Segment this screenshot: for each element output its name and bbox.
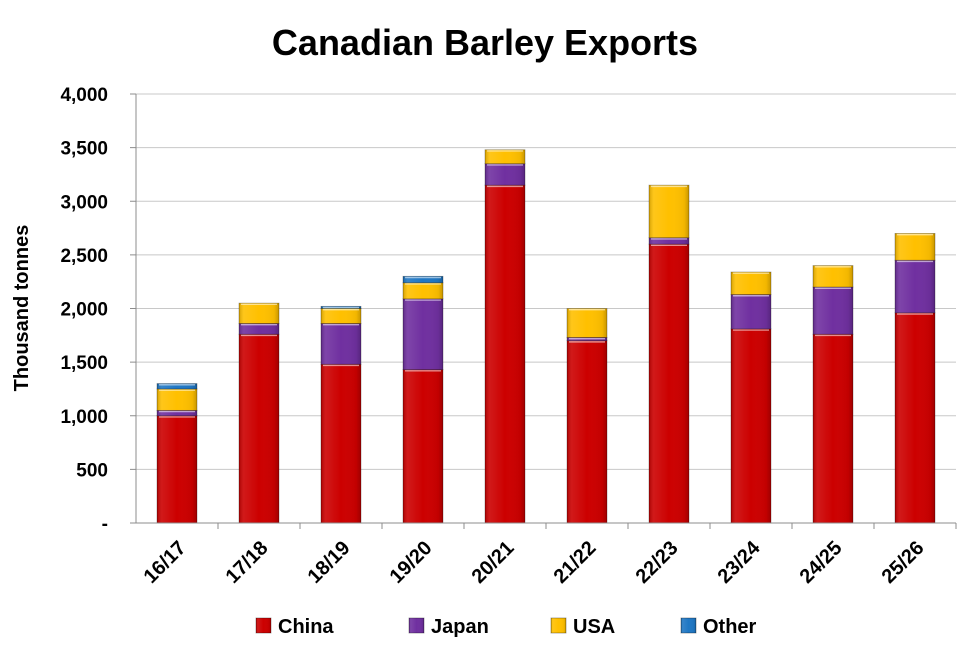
legend-item-china: China xyxy=(255,616,334,638)
bar-bevel xyxy=(321,323,361,365)
y-tick-label: 1,500 xyxy=(60,353,108,374)
bar-bevel xyxy=(157,415,197,523)
bar-bevel xyxy=(813,334,853,523)
x-tick-label: 18/19 xyxy=(304,537,355,588)
legend-item-japan: Japan xyxy=(408,616,489,638)
bar-bevel xyxy=(731,294,771,329)
legend-label-japan: Japan xyxy=(431,616,489,638)
bar-bevel xyxy=(895,260,935,313)
legend-label-usa: USA xyxy=(573,616,615,638)
legend-item-usa: USA xyxy=(550,616,615,638)
bar-stack-22-23 xyxy=(648,184,690,524)
y-axis-ticks: - 500 1,000 1,500 2,000 2,500 3,000 3,500 4,000 xyxy=(60,85,136,535)
y-tick-label: 3,500 xyxy=(60,139,108,160)
bar-stack-19-20 xyxy=(402,275,444,524)
bar-bevel xyxy=(567,340,607,523)
legend-swatch-bevel xyxy=(551,618,566,633)
bar-stack-16-17 xyxy=(156,383,198,524)
legend-swatch-bevel xyxy=(256,618,271,633)
bar-bevel xyxy=(157,383,197,389)
bar-bevel xyxy=(321,308,361,324)
x-tick-label: 22/23 xyxy=(632,537,683,588)
bar-stack-24-25 xyxy=(812,265,854,524)
legend-swatch-bevel xyxy=(409,618,424,633)
bar-bevel xyxy=(239,303,279,324)
bar-bevel xyxy=(731,328,771,523)
legend-swatch-bevel xyxy=(681,618,696,633)
x-tick-label: 20/21 xyxy=(468,537,519,588)
bar-bevel xyxy=(485,185,525,523)
bar-stack-18-19 xyxy=(320,305,362,524)
legend-item-other: Other xyxy=(680,616,757,638)
bar-bevel xyxy=(157,388,197,411)
y-tick-label: 3,000 xyxy=(60,192,108,213)
bar-bevel xyxy=(403,369,443,523)
bar-bevel xyxy=(157,410,197,416)
bar-bevel xyxy=(649,237,689,245)
axes xyxy=(130,94,956,524)
y-axis-title: Thousand tonnes xyxy=(11,225,33,392)
x-tick-label: 25/26 xyxy=(878,537,929,588)
legend-label-other: Other xyxy=(703,616,757,638)
bar-bevel xyxy=(485,163,525,186)
x-tick-label: 17/18 xyxy=(222,537,273,588)
bar-stack-21-22 xyxy=(566,308,608,524)
y-tick-label: 2,000 xyxy=(60,300,108,321)
bar-stacks xyxy=(156,149,936,524)
bar-bevel xyxy=(895,312,935,523)
x-tick-label: 23/24 xyxy=(714,536,766,588)
y-tick-label: 1,000 xyxy=(60,407,108,428)
y-tick-label: 2,500 xyxy=(60,246,108,267)
bar-bevel xyxy=(239,334,279,523)
bar-bevel xyxy=(813,287,853,335)
bar-bevel xyxy=(649,185,689,238)
bar-bevel xyxy=(649,244,689,523)
bar-bevel xyxy=(813,265,853,288)
bar-bevel xyxy=(239,323,279,335)
bar-stack-25-26 xyxy=(894,233,936,524)
bar-bevel xyxy=(403,276,443,283)
chart-title: Canadian Barley Exports xyxy=(272,22,698,63)
x-axis-ticks: 16/17 17/18 18/19 19/20 20/21 21/22 22/23 23/24… xyxy=(140,523,957,588)
bar-bevel xyxy=(731,272,771,295)
x-tick-label: 19/20 xyxy=(386,537,437,588)
x-tick-label: 24/25 xyxy=(796,537,847,588)
legend: China Japan USA Other xyxy=(255,616,757,638)
x-tick-label: 21/22 xyxy=(550,537,601,588)
bar-bevel xyxy=(403,298,443,370)
bar-bevel xyxy=(895,233,935,261)
bar-bevel xyxy=(567,308,607,338)
y-tick-label: 4,000 xyxy=(60,85,108,106)
bar-stack-17-18 xyxy=(238,302,280,524)
legend-label-china: China xyxy=(278,616,334,638)
x-tick-label: 16/17 xyxy=(140,537,191,588)
y-tick-label: - xyxy=(102,514,108,535)
bar-bevel xyxy=(321,364,361,523)
bar-stack-23-24 xyxy=(730,271,772,524)
bar-stack-20-21 xyxy=(484,149,526,524)
bar-bevel xyxy=(403,282,443,299)
bar-bevel xyxy=(485,149,525,164)
y-tick-label: 500 xyxy=(76,460,108,481)
